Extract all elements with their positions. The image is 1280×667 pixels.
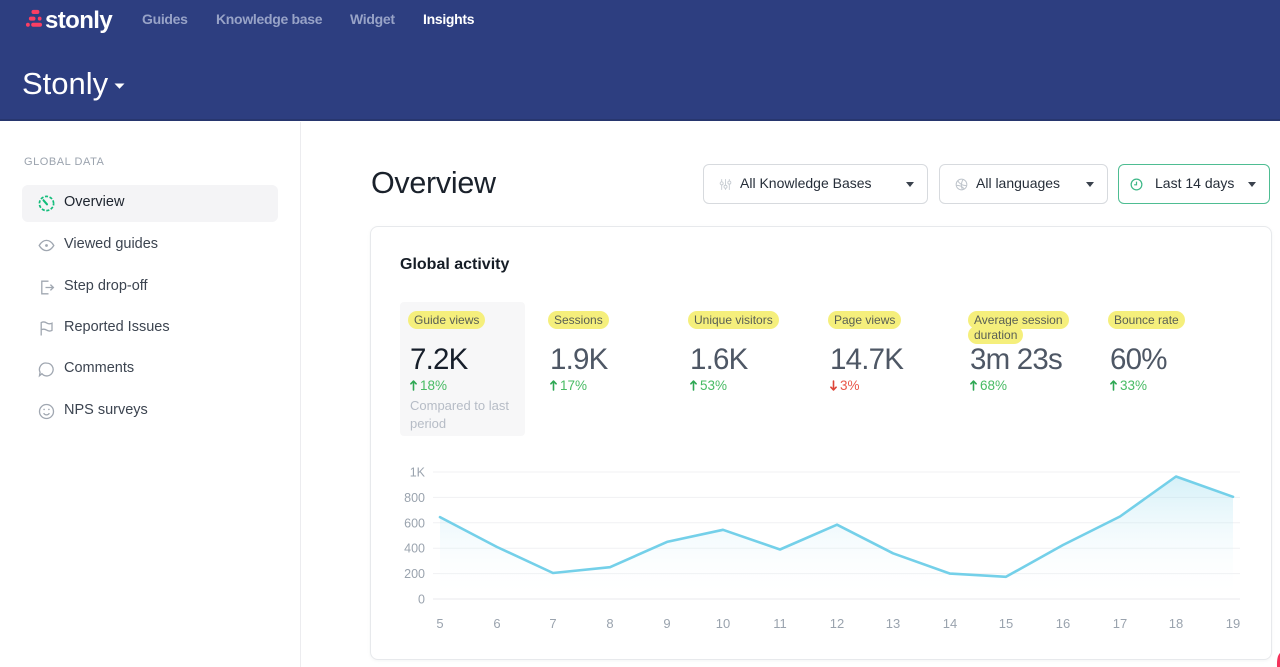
svg-text:7: 7 — [549, 616, 556, 631]
svg-text:1K: 1K — [410, 466, 426, 480]
svg-text:12: 12 — [830, 616, 844, 631]
svg-text:18: 18 — [1169, 616, 1183, 631]
svg-text:15: 15 — [999, 616, 1013, 631]
svg-text:11: 11 — [773, 616, 787, 631]
svg-text:14: 14 — [943, 616, 957, 631]
svg-text:13: 13 — [886, 616, 900, 631]
svg-text:800: 800 — [404, 491, 425, 505]
svg-text:17: 17 — [1113, 616, 1127, 631]
svg-text:5: 5 — [436, 616, 443, 631]
svg-text:6: 6 — [493, 616, 500, 631]
svg-text:0: 0 — [418, 593, 425, 607]
svg-text:10: 10 — [716, 616, 730, 631]
svg-text:600: 600 — [404, 516, 425, 530]
svg-text:8: 8 — [606, 616, 613, 631]
svg-text:400: 400 — [404, 542, 425, 556]
svg-text:200: 200 — [404, 567, 425, 581]
svg-text:9: 9 — [663, 616, 670, 631]
svg-text:19: 19 — [1226, 616, 1240, 631]
svg-text:16: 16 — [1056, 616, 1070, 631]
